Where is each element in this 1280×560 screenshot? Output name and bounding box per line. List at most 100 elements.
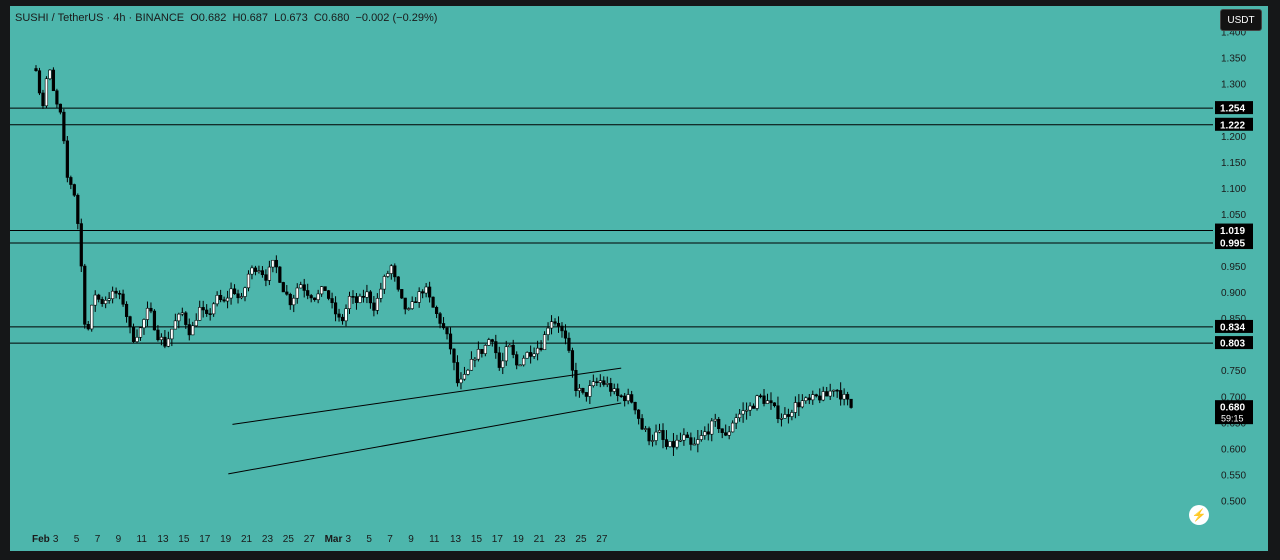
candle-up xyxy=(744,409,749,412)
candle-up xyxy=(779,417,784,420)
time-axis[interactable]: Feb 3 5 7 9 11 13 15 17 19 21 23 25 27 Mar 3 5 7 9 11 13 15 17… xyxy=(10,527,1213,551)
candle-down xyxy=(839,390,843,400)
symbol-label: SUSHI / TetherUS · 4h · BINANCE xyxy=(15,12,185,24)
candle-up xyxy=(828,390,832,397)
candle-down xyxy=(309,295,313,299)
candle-down xyxy=(623,395,627,402)
open-value: O0.682 xyxy=(190,12,227,24)
candle-up xyxy=(173,320,177,330)
candle-down xyxy=(361,295,366,298)
candle-down xyxy=(846,394,850,400)
candle-down xyxy=(114,290,118,294)
candle-down xyxy=(769,400,773,404)
y-tick-label: 1.350 xyxy=(1221,54,1246,65)
candle-down xyxy=(326,290,331,299)
candle-up xyxy=(738,413,742,419)
candle-down xyxy=(452,348,456,363)
candle-up xyxy=(459,378,463,384)
price-axis[interactable]: 1.4001.3501.3001.2501.2001.1501.1001.050… xyxy=(1213,6,1268,527)
candle-down xyxy=(83,265,87,325)
candle-down xyxy=(208,313,212,315)
candle-down xyxy=(797,402,801,408)
candle-down xyxy=(661,430,665,440)
candle-up xyxy=(375,298,379,311)
candlestick-chart[interactable] xyxy=(10,6,1213,527)
candle-up xyxy=(295,287,299,299)
candle-up xyxy=(518,364,522,367)
candle-up xyxy=(626,394,630,402)
candle-up xyxy=(111,290,115,300)
candle-up xyxy=(267,266,271,281)
candle-down xyxy=(205,309,209,314)
candle-down xyxy=(187,324,191,336)
candle-up xyxy=(389,265,393,274)
candle-down xyxy=(671,441,676,448)
candle-up xyxy=(469,359,474,371)
candle-down xyxy=(100,299,104,304)
candle-up xyxy=(657,430,662,433)
x-tick-label: 27 xyxy=(304,534,316,545)
chart-legend: SUSHI / TetherUS · 4h · BINANCE O0.682 H… xyxy=(15,12,437,24)
y-tick-label: 1.300 xyxy=(1221,80,1246,91)
y-tick-label: 0.850 xyxy=(1221,314,1246,325)
candle-down xyxy=(201,307,205,311)
candle-down xyxy=(825,391,829,397)
candle-up xyxy=(347,296,352,309)
candle-down xyxy=(581,387,585,393)
candle-down xyxy=(86,324,90,330)
candle-up xyxy=(44,78,49,107)
y-tick-label: 1.100 xyxy=(1221,184,1246,195)
candle-up xyxy=(320,286,324,295)
candle-down xyxy=(602,380,606,385)
candle-up xyxy=(382,276,386,290)
candle-down xyxy=(128,316,132,328)
candle-down xyxy=(351,296,355,298)
candle-up xyxy=(650,440,655,442)
candle-up xyxy=(386,273,390,277)
candle-up xyxy=(598,380,602,383)
x-tick-label: 23 xyxy=(262,534,274,545)
candle-up xyxy=(612,388,616,392)
candle-down xyxy=(633,401,637,411)
candle-up xyxy=(811,394,815,401)
countdown-label: 59:15 xyxy=(1221,414,1244,424)
last-price-label: 0.680 xyxy=(1220,403,1245,414)
candle-up xyxy=(675,439,679,448)
x-tick-label: 13 xyxy=(157,534,169,545)
candle-up xyxy=(246,273,251,289)
candle-down xyxy=(455,362,460,384)
x-tick-label: 3 xyxy=(53,534,59,545)
candle-up xyxy=(549,321,554,329)
candle-up xyxy=(177,313,181,322)
candle-down xyxy=(818,395,822,401)
candle-down xyxy=(448,333,453,350)
candle-down xyxy=(567,337,571,351)
candle-down xyxy=(184,312,188,325)
y-tick-label: 1.150 xyxy=(1221,158,1246,169)
x-tick-label: 7 xyxy=(387,534,393,545)
chart-plot-area[interactable] xyxy=(10,6,1213,527)
candle-down xyxy=(34,68,38,72)
candle-up xyxy=(198,307,202,321)
x-tick-label: 3 xyxy=(346,534,352,545)
x-tick-label: Feb xyxy=(32,534,50,545)
candle-down xyxy=(772,402,777,407)
candle-down xyxy=(354,296,359,303)
candle-down xyxy=(630,394,634,403)
currency-button[interactable]: USDT xyxy=(1220,9,1262,31)
candle-up xyxy=(765,400,770,404)
candle-down xyxy=(62,111,66,142)
level-label: 0.834 xyxy=(1220,322,1245,333)
candle-down xyxy=(640,418,644,430)
x-tick-label: 5 xyxy=(74,534,80,545)
candle-up xyxy=(225,297,230,302)
lightning-icon[interactable]: ⚡ xyxy=(1189,505,1209,525)
candle-up xyxy=(483,345,487,354)
candle-down xyxy=(720,428,724,433)
candle-down xyxy=(41,92,45,107)
candle-down xyxy=(647,428,651,442)
candle-up xyxy=(194,320,198,327)
candle-up xyxy=(525,352,529,359)
level-label: 0.995 xyxy=(1220,239,1245,250)
candle-up xyxy=(180,312,184,315)
